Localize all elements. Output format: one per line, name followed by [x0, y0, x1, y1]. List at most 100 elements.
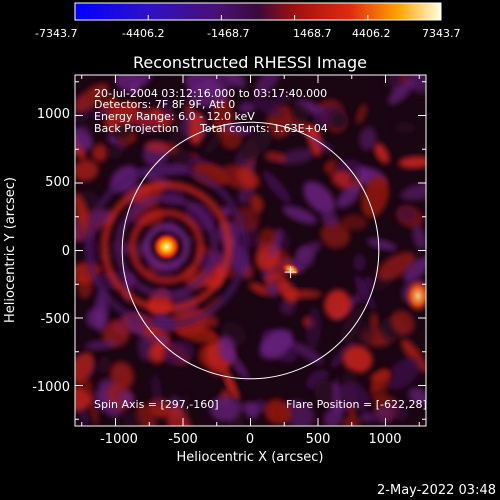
noise-blob [151, 374, 162, 407]
noise-blob [104, 101, 140, 132]
noise-blob [341, 214, 368, 231]
noise-blob [209, 396, 241, 422]
noise-blob [75, 83, 109, 113]
noise-blob [282, 400, 315, 426]
noise-blob [122, 408, 141, 426]
noise-blob [136, 403, 157, 426]
image-noise-pattern [75, 75, 426, 426]
noise-blob [291, 341, 324, 365]
colorbar-label-0: -7343.7 [35, 27, 77, 40]
annotation-total-counts: Total counts: 1.63E+04 [199, 122, 328, 135]
noise-blob [282, 205, 318, 224]
noise-blob [355, 103, 368, 125]
noise-blob [262, 170, 291, 204]
noise-blob [188, 112, 205, 146]
annotation-detectors: Detectors: 7F 8F 9F, Att 0 [94, 98, 235, 111]
spin-axis-marker [284, 266, 297, 279]
noise-blob [329, 110, 349, 131]
noise-blob [354, 274, 376, 311]
noise-blob [320, 221, 351, 249]
solar-limb-circle [121, 121, 380, 380]
noise-blob [303, 181, 336, 215]
noise-blob [324, 163, 337, 176]
colorbar-label-4: 4406.2 [352, 27, 391, 40]
annotation-energy-range: Energy Range: 6.0 - 12.0 keV [94, 110, 255, 123]
noise-blob [248, 282, 272, 296]
noise-blob [257, 227, 276, 250]
noise-blob [305, 307, 322, 350]
ring-artifact [143, 223, 191, 271]
axis-ticks [75, 75, 426, 426]
noise-blob [93, 108, 111, 119]
noise-blob [408, 387, 426, 406]
noise-blob [279, 281, 298, 304]
noise-blob [91, 143, 109, 162]
noise-blob [400, 337, 426, 373]
noise-blob [272, 91, 292, 106]
x-tick-label-4: 1000 [368, 432, 401, 447]
annotation-method: Back Projection [94, 122, 179, 135]
noise-blob [259, 329, 294, 360]
colorbar-ticks [74, 15, 442, 20]
noise-blob [412, 224, 426, 250]
x-tick-label-1: -500 [168, 432, 198, 447]
noise-blob [369, 369, 390, 382]
y-tick-label-0: 1000 [37, 107, 70, 122]
colorbar-label-2: -1468.7 [207, 27, 249, 40]
noise-blob [84, 339, 118, 351]
y-axis-title: Heliocentric Y (arcsec) [3, 177, 18, 323]
noise-blob [264, 399, 292, 425]
noise-blob [353, 254, 366, 271]
noise-blob [224, 75, 246, 89]
noise-blob [109, 361, 135, 390]
noise-blob [166, 405, 191, 426]
noise-blob [75, 159, 99, 182]
x-tick-label-0: -1000 [100, 432, 138, 447]
noise-blob [340, 307, 364, 344]
noise-blob [324, 289, 351, 320]
noise-blob [342, 345, 373, 373]
noise-blob [148, 343, 166, 364]
noise-blob [294, 241, 322, 263]
noise-blob [394, 121, 416, 135]
x-tick-label-3: 500 [306, 432, 331, 447]
colorbar-gradient [74, 2, 442, 21]
noise-blob [358, 126, 377, 151]
noise-blob [268, 229, 283, 258]
noise-blob [264, 151, 287, 163]
noise-blob [255, 75, 281, 97]
noise-blob [96, 356, 112, 373]
noise-blob [396, 205, 417, 223]
noise-blob [388, 80, 413, 105]
noise-blob [115, 124, 132, 141]
noise-blob [376, 251, 416, 281]
noise-blob [321, 211, 340, 228]
noise-blob [341, 380, 370, 411]
noise-blob [160, 96, 174, 121]
ring-artifact [115, 195, 219, 299]
noise-blob [400, 182, 426, 201]
noise-blob [125, 316, 146, 336]
noise-blob [191, 162, 230, 187]
noise-blob [162, 340, 195, 366]
noise-blob [107, 134, 127, 149]
ring-artifact [85, 165, 249, 329]
edge-blob [404, 278, 426, 314]
annotation-flare-position: Flare Position = [-622,28] [286, 398, 427, 411]
ring-artifact [129, 209, 205, 285]
noise-blob [238, 101, 257, 114]
noise-blob [386, 357, 421, 390]
y-tick-label-2: 0 [62, 244, 70, 259]
ring-artifact [101, 181, 233, 313]
noise-blob [218, 335, 236, 363]
noise-blob [119, 390, 135, 407]
noise-blob [278, 148, 316, 166]
noise-blob [390, 310, 415, 336]
noise-blob [403, 256, 426, 283]
noise-blob [205, 132, 223, 154]
noise-blob [369, 312, 379, 330]
noise-blob [358, 411, 377, 423]
colorbar: -7343.7 -4406.2 -1468.7 1468.7 4406.2 73… [35, 2, 461, 40]
noise-blob [291, 102, 310, 124]
y-tick-label-4: -1000 [32, 380, 70, 395]
